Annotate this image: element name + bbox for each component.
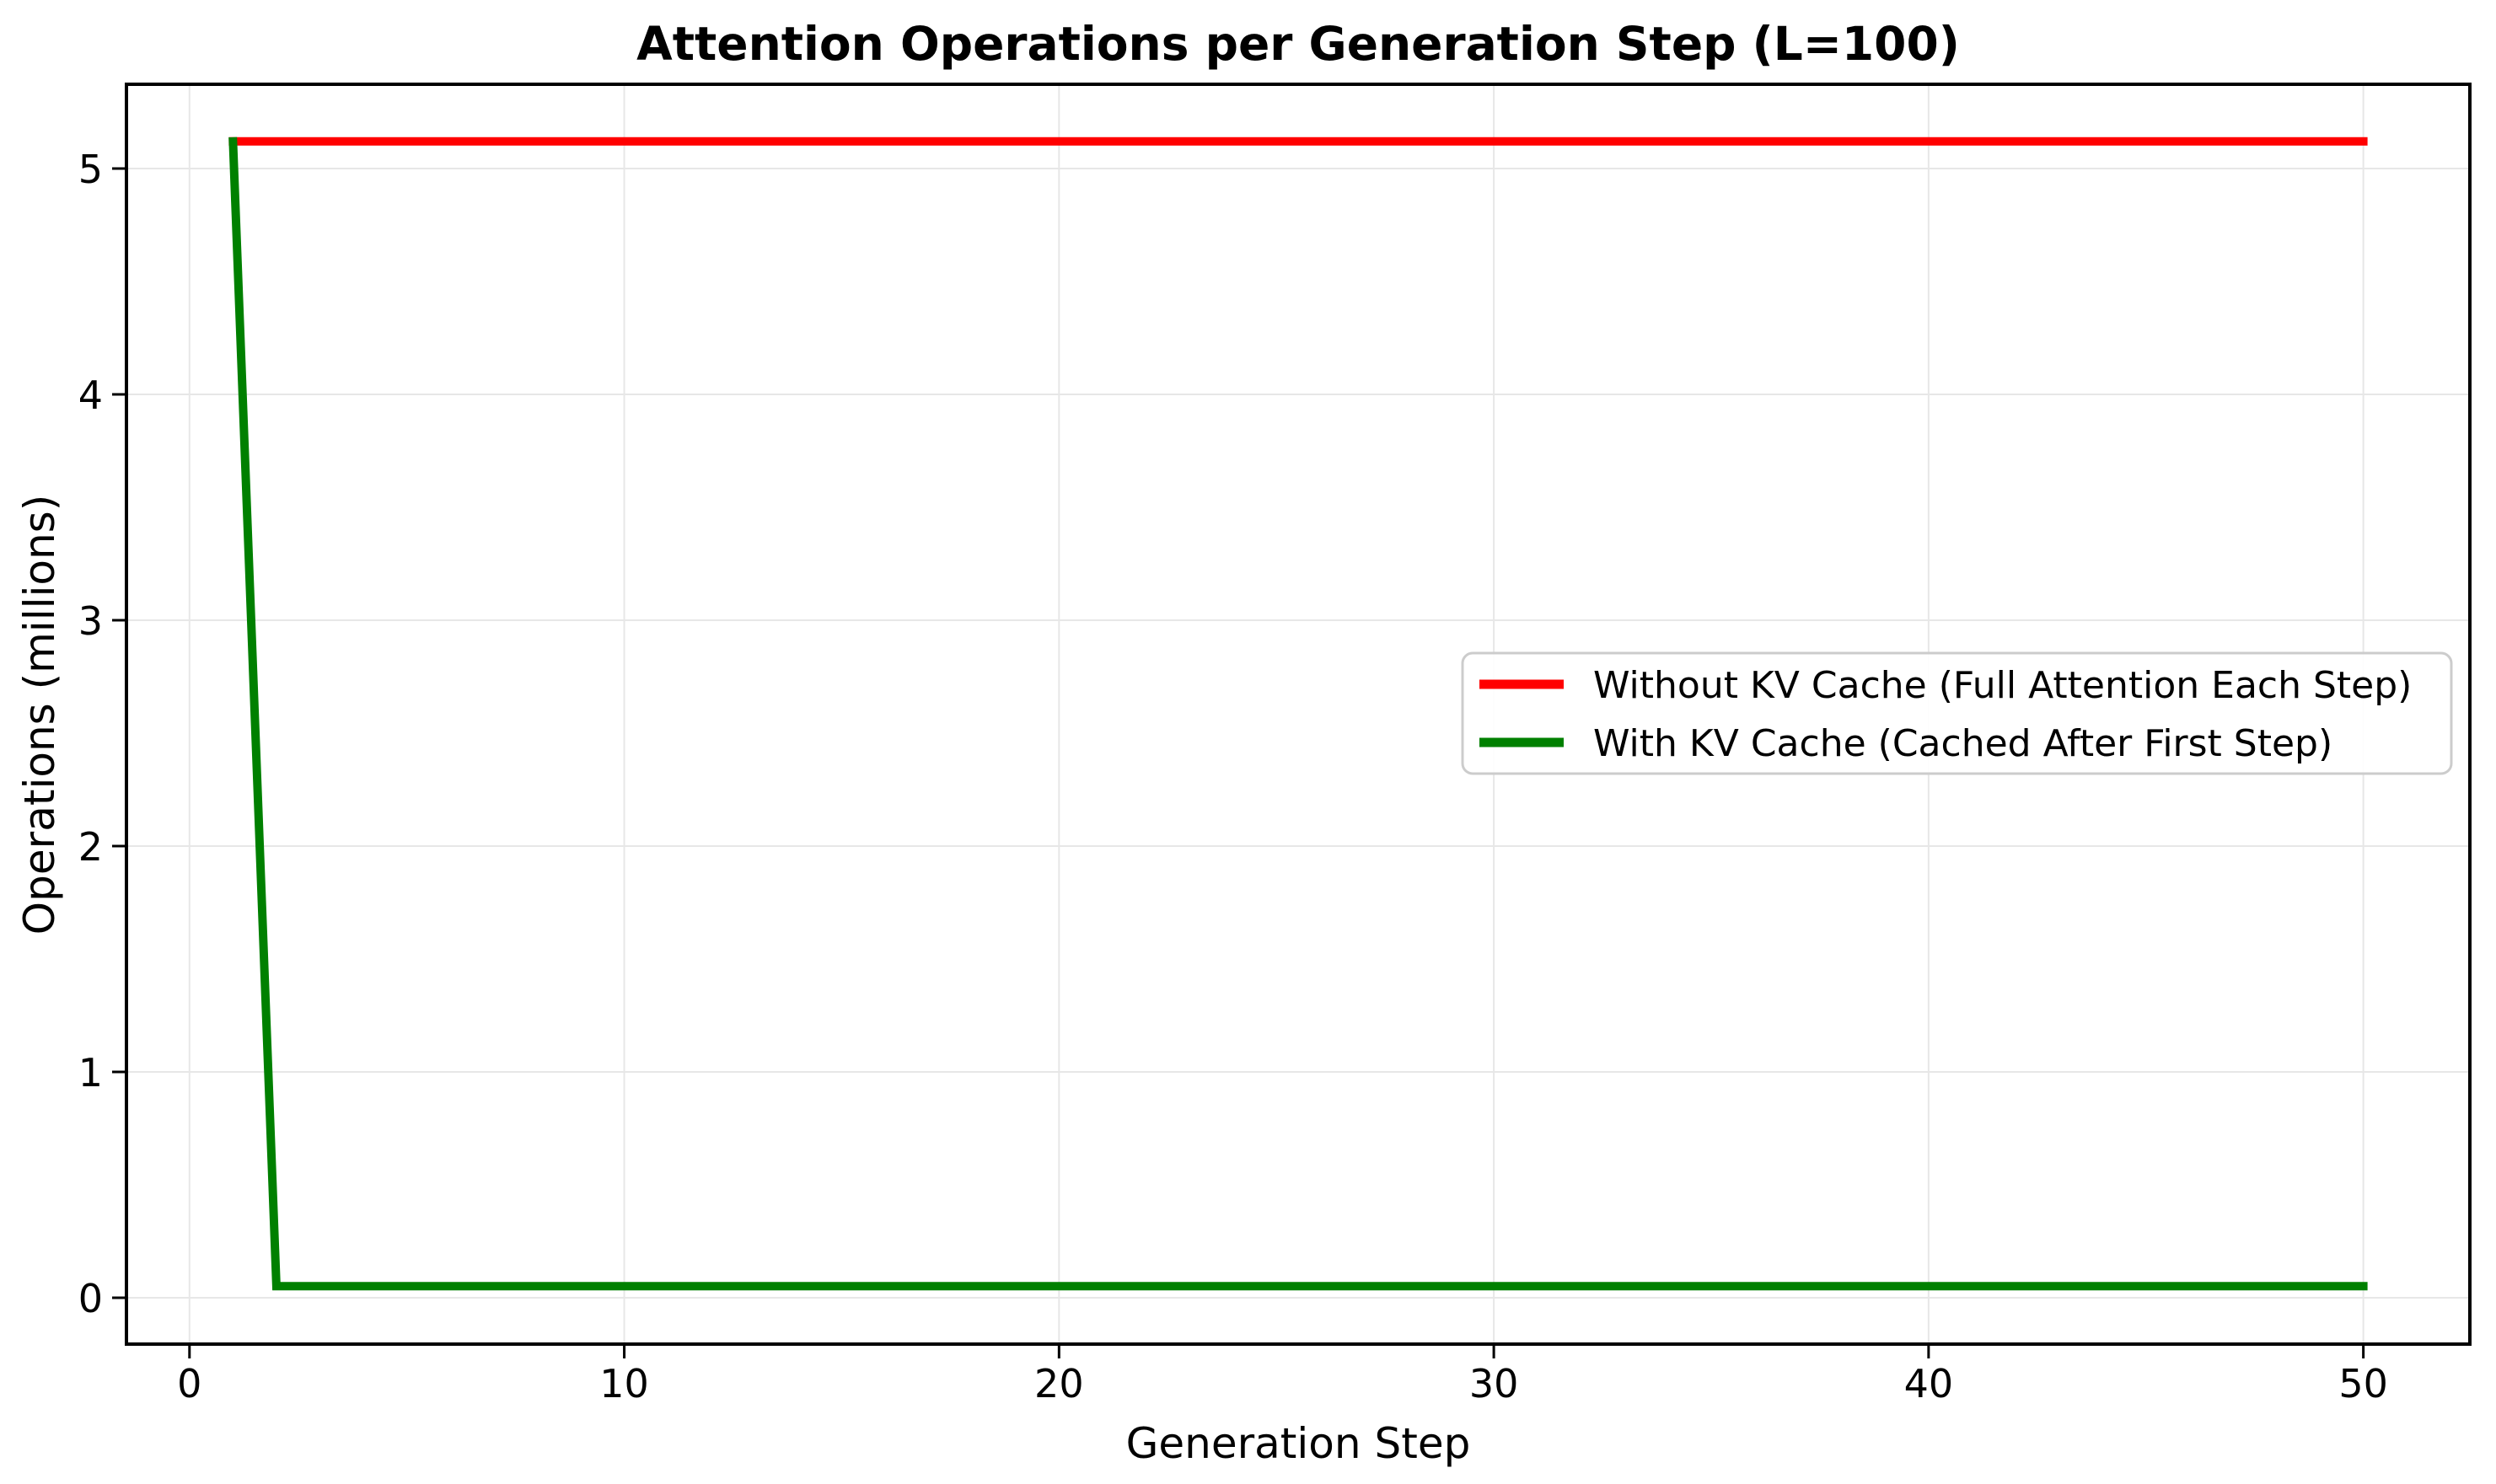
x-tick-label: 10 (599, 1361, 649, 1406)
x-axis-label: Generation Step (1126, 1419, 1471, 1468)
x-tick-label: 50 (2338, 1361, 2388, 1406)
legend-label-without-kv-cache: Without KV Cache (Full Attention Each St… (1593, 664, 2412, 707)
y-tick-label: 1 (78, 1050, 103, 1096)
tick-layer (112, 167, 2365, 1358)
x-tick-label: 30 (1469, 1361, 1519, 1406)
x-tick-label: 40 (1904, 1361, 1954, 1406)
x-tick-label: 20 (1034, 1361, 1084, 1406)
y-tick-label: 0 (78, 1276, 103, 1321)
x-tick-label: 0 (177, 1361, 201, 1406)
series-line-1 (228, 137, 2368, 1291)
y-tick-label: 2 (78, 824, 103, 870)
legend-box (1461, 651, 2453, 775)
tick-label-layer: 0 10 20 30 40 50 0 1 2 3 4 5 (78, 147, 2388, 1406)
legend: Without KV Cache (Full Attention Each St… (1461, 651, 2453, 775)
plot-border (125, 83, 2472, 1346)
chart-title: Attention Operations per Generation Step… (636, 17, 1960, 71)
y-tick-label: 5 (78, 147, 103, 192)
y-axis-label: Operations (millions) (15, 495, 64, 935)
legend-label-with-kv-cache: With KV Cache (Cached After First Step) (1593, 722, 2332, 765)
y-tick-label: 4 (78, 372, 103, 418)
y-tick-label: 3 (78, 598, 103, 644)
series-layer (228, 137, 2368, 1291)
